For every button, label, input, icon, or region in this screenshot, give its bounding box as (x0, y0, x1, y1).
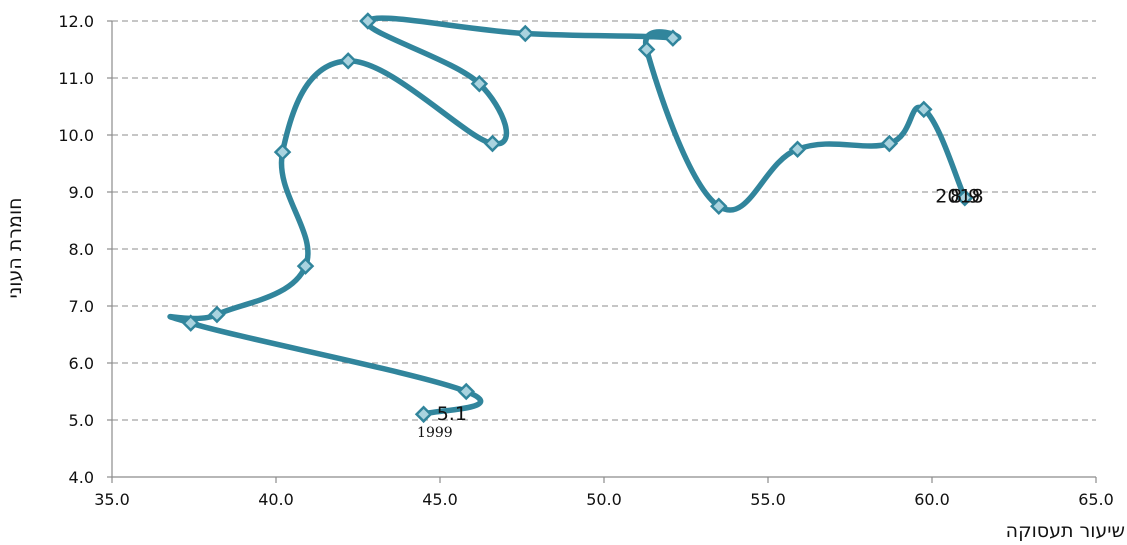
tick-labels: 4.0 5.0 6.0 7.0 8.0 9.0 10.0 11.0 12.0 35.0 40.0 45… (58, 12, 1113, 509)
data-point-marker (880, 134, 899, 153)
y-tick-label: 11.0 (58, 69, 94, 88)
data-point-marker (637, 40, 656, 59)
data-point-marker (339, 52, 357, 70)
x-tick-label: 60.0 (914, 490, 950, 509)
markers-layer (181, 12, 974, 424)
x-axis-title: שיעור תעסוקה (1006, 520, 1125, 542)
x-tick-label: 50.0 (586, 490, 622, 509)
y-tick-label: 9.0 (69, 183, 94, 202)
data-point-marker (414, 405, 433, 424)
data-point-marker (664, 29, 682, 47)
y-axis-title: חומרת העוני (4, 197, 26, 298)
data-point-marker (788, 140, 807, 159)
data-point-marker (296, 257, 315, 275)
data-point-marker (516, 24, 535, 43)
data-point-marker (956, 188, 974, 207)
annotation-label: 1999 (417, 425, 453, 441)
data-point-marker (208, 305, 226, 324)
y-tick-label: 10.0 (58, 126, 94, 145)
y-tick-label: 6.0 (69, 354, 94, 373)
annotation-label: 5.1 (437, 403, 467, 425)
series-layer (167, 15, 968, 418)
y-tick-label: 12.0 (58, 12, 94, 31)
annotation-label: 2018 (935, 185, 983, 207)
series-line (167, 15, 968, 418)
x-tick-label: 65.0 (1078, 490, 1114, 509)
data-point-marker (470, 74, 489, 93)
data-point-marker (457, 382, 476, 401)
x-tick-label: 40.0 (258, 490, 294, 509)
x-tick-label: 45.0 (422, 490, 458, 509)
y-tick-label: 8.0 (69, 240, 94, 259)
x-tick-label: 35.0 (94, 490, 130, 509)
grid-lines (112, 20, 1096, 421)
annotation-label: 8.9 (950, 185, 980, 207)
data-point-marker (181, 314, 200, 332)
data-point-marker (359, 12, 377, 30)
x-tick-label: 55.0 (750, 490, 786, 509)
data-point-marker (273, 143, 292, 161)
y-tick-label: 7.0 (69, 297, 94, 316)
y-tick-label: 4.0 (69, 468, 94, 487)
axes (107, 20, 1097, 483)
data-point-marker (915, 100, 933, 119)
data-point-marker (710, 197, 728, 216)
data-point-marker (483, 134, 502, 153)
y-tick-label: 5.0 (69, 411, 94, 430)
